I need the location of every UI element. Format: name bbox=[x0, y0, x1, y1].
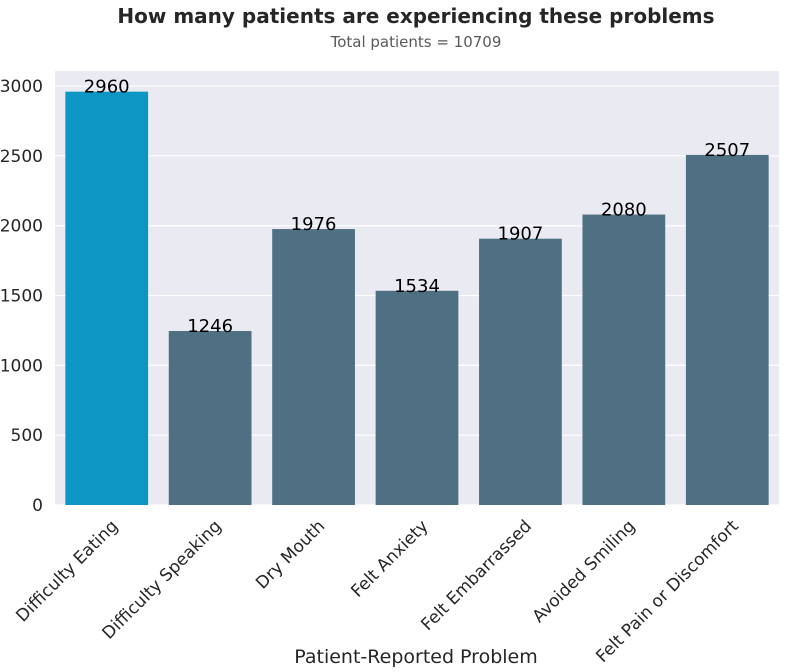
x-tick-label: Felt Anxiety bbox=[347, 516, 432, 601]
y-tick-label: 1000 bbox=[0, 356, 43, 376]
bars bbox=[65, 91, 769, 506]
bar-difficulty-eating bbox=[65, 91, 149, 506]
y-axis: 0 500 1000 1500 2000 2500 3000 bbox=[0, 77, 43, 516]
bar-avoided-smiling bbox=[582, 214, 666, 505]
x-tick-label: Difficulty Eating bbox=[12, 516, 122, 626]
data-labels: 2960 1246 1976 1534 1907 2080 2507 bbox=[84, 77, 750, 337]
x-axis-label: Patient-Reported Problem bbox=[294, 646, 537, 668]
x-tick-label: Difficulty Speaking bbox=[99, 516, 226, 643]
x-tick-label: Dry Mouth bbox=[252, 516, 329, 593]
data-label: 2960 bbox=[84, 77, 130, 98]
bar-felt-pain-or-discomfort bbox=[685, 154, 769, 506]
bar-felt-anxiety bbox=[375, 290, 459, 505]
data-label: 1534 bbox=[394, 276, 440, 297]
bar-felt-embarrassed bbox=[479, 238, 562, 505]
data-label: 2080 bbox=[601, 200, 647, 221]
data-label: 2507 bbox=[704, 140, 750, 161]
bar-dry-mouth bbox=[272, 229, 355, 505]
x-tick-label: Felt Embarrassed bbox=[417, 516, 536, 635]
y-tick-label: 2500 bbox=[0, 147, 43, 167]
bar-difficulty-speaking bbox=[168, 331, 252, 505]
y-tick-label: 0 bbox=[32, 496, 43, 516]
x-tick-label: Avoided Smiling bbox=[529, 516, 640, 627]
data-label: 1976 bbox=[291, 214, 337, 235]
data-label: 1907 bbox=[498, 224, 544, 245]
y-tick-label: 500 bbox=[11, 426, 43, 446]
chart-title: How many patients are experiencing these… bbox=[117, 4, 714, 28]
y-tick-label: 2000 bbox=[0, 217, 43, 237]
data-label: 1246 bbox=[187, 316, 233, 337]
y-tick-label: 3000 bbox=[0, 77, 43, 97]
chart-subtitle: Total patients = 10709 bbox=[330, 33, 502, 51]
y-tick-label: 1500 bbox=[0, 287, 43, 307]
